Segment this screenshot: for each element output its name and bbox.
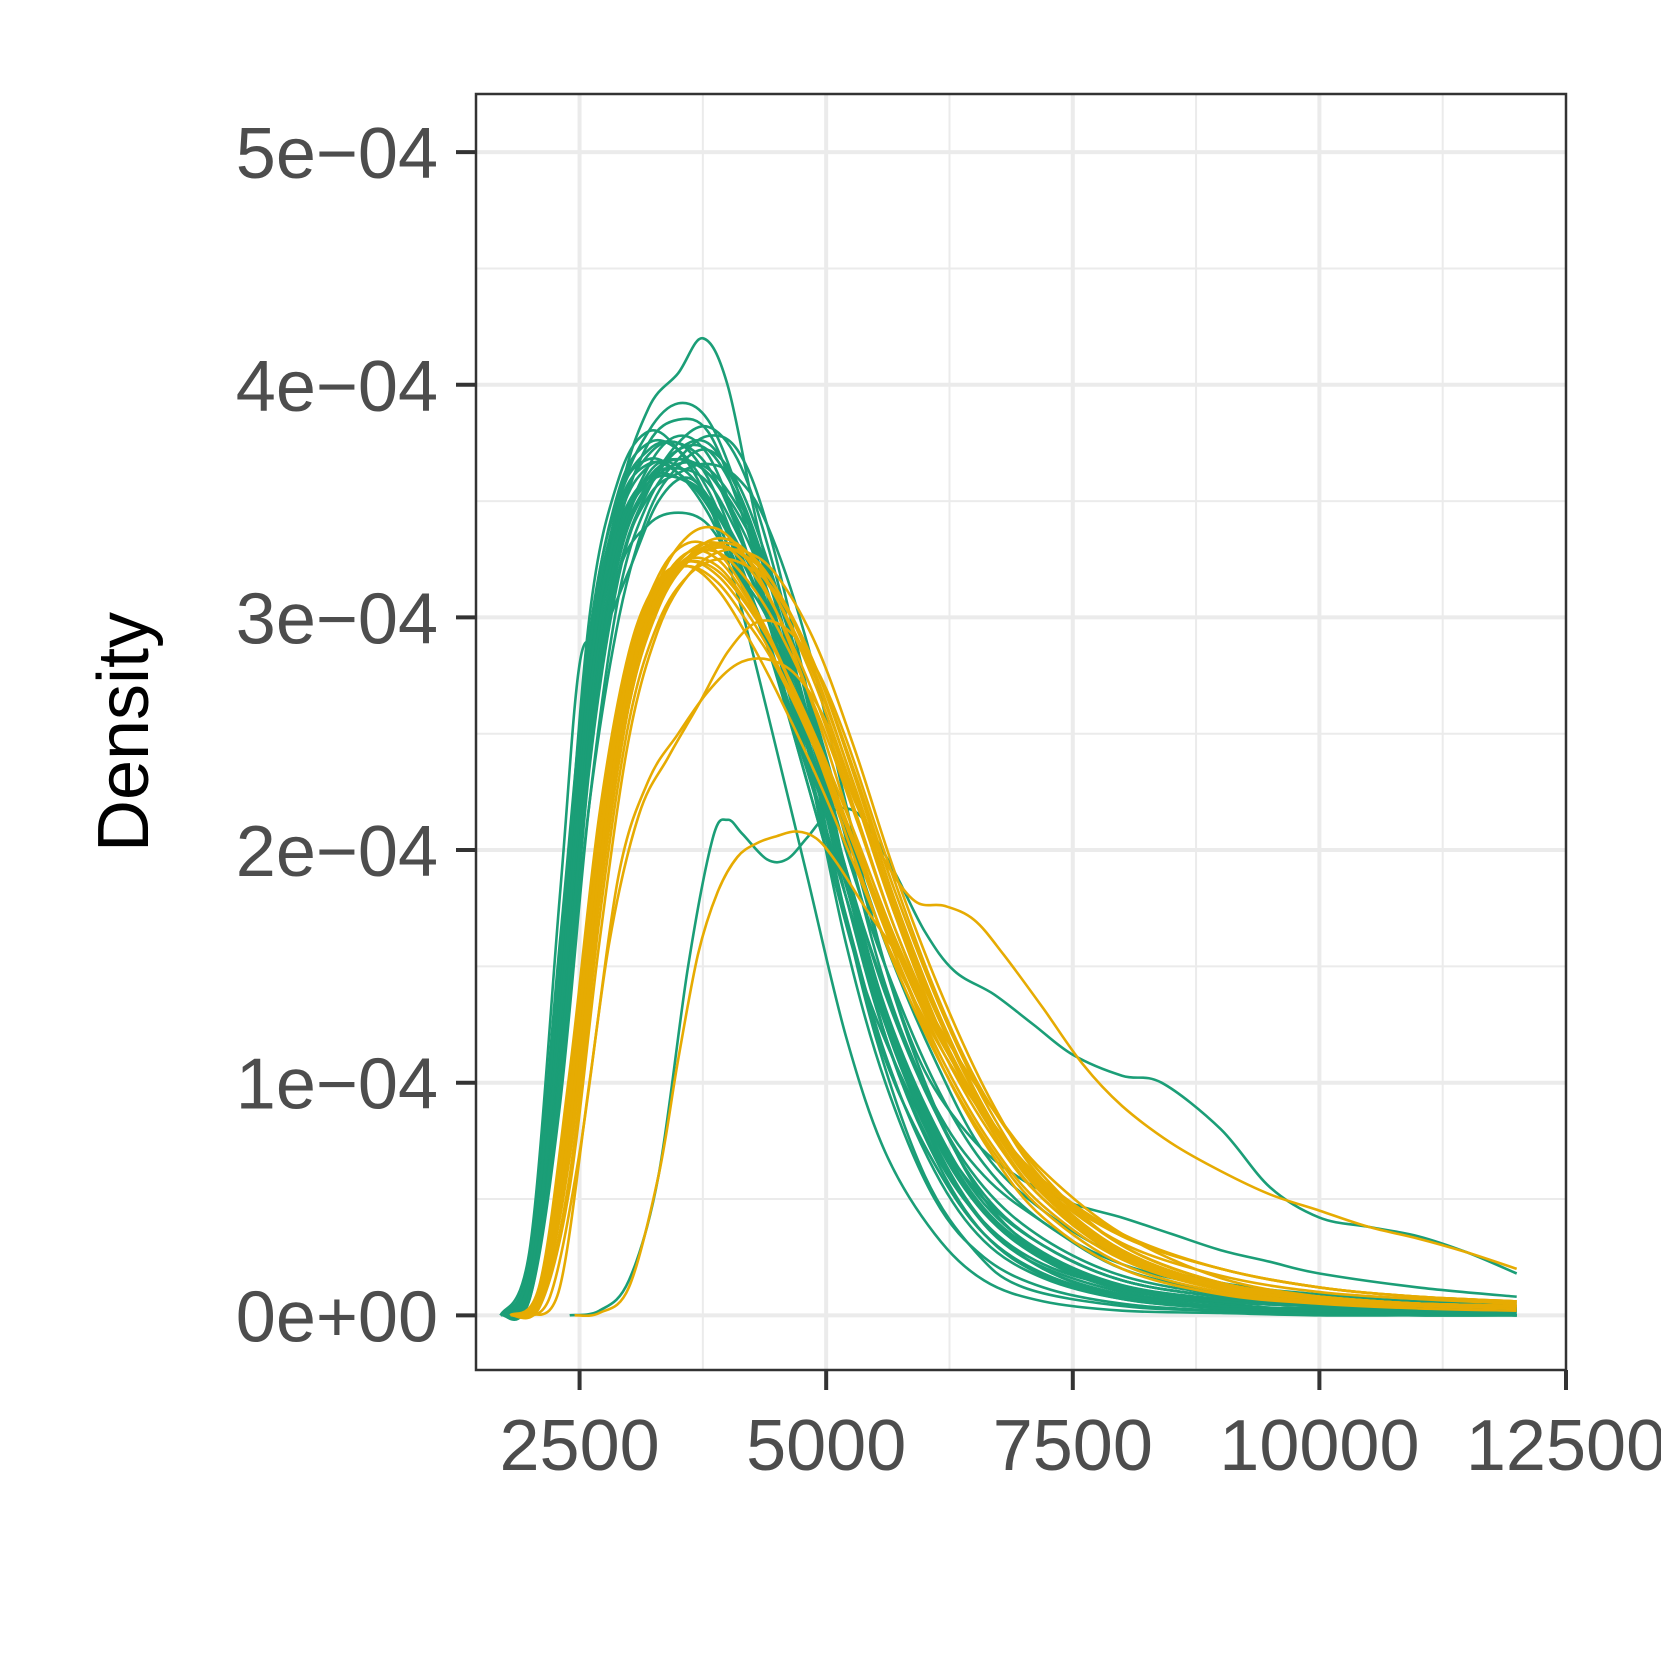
- x-axis: 2500 5000 7500 10000 12500: [499, 1370, 1661, 1486]
- x-tick-label: 5000: [746, 1406, 906, 1486]
- grid-major: [476, 94, 1566, 1370]
- y-tick-label: 2e−04: [236, 812, 438, 892]
- plot-border: [474, 92, 1568, 1372]
- density-line-46: [519, 619, 1517, 1317]
- y-axis: 0e+00 1e−04 2e−04 3e−04 4e−04 5e−04: [236, 114, 476, 1357]
- x-tick-label: 10000: [1219, 1406, 1419, 1486]
- x-tick-label: 12500: [1466, 1406, 1661, 1486]
- density-line-45: [574, 830, 1517, 1318]
- density-line-44: [529, 657, 1518, 1317]
- y-axis-title: Density: [84, 612, 164, 852]
- x-tick-label: 7500: [993, 1406, 1153, 1486]
- series-layer: [499, 337, 1518, 1322]
- density-line-41: [509, 548, 1517, 1317]
- x-tick-label: 2500: [499, 1406, 659, 1486]
- grid-minor: [476, 94, 1566, 1370]
- y-tick-label: 4e−04: [236, 347, 438, 427]
- density-line-43: [509, 544, 1517, 1318]
- y-tick-label: 1e−04: [236, 1045, 438, 1125]
- y-tick-label: 5e−04: [236, 114, 438, 194]
- y-tick-label: 3e−04: [236, 579, 438, 659]
- y-tick-label: 0e+00: [236, 1277, 438, 1357]
